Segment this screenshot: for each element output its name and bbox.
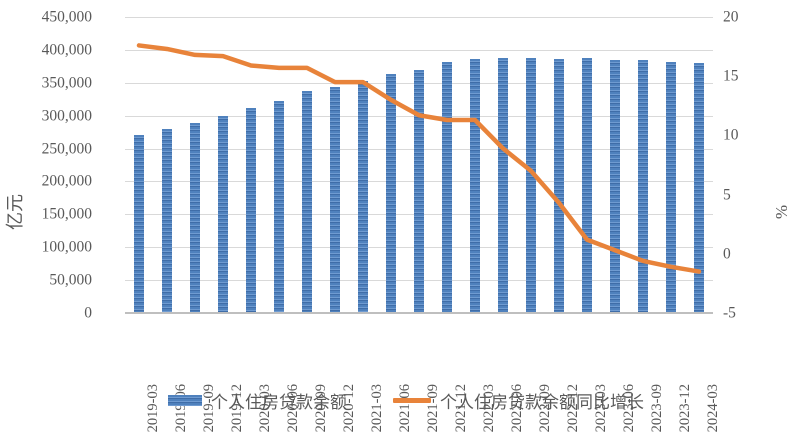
bar[interactable] (302, 91, 312, 313)
legend-item-label: 个人住房贷款余额同比增长 (440, 393, 644, 412)
legend-item-bar[interactable]: 个人住房贷款余额 (168, 388, 347, 413)
bar[interactable] (190, 122, 200, 313)
x-axis-ticks: 2019-03 2019-06 2019-09 2019-12 2020-03 2020-… (125, 318, 721, 432)
legend-item-line[interactable]: 个人住房贷款余额同比增长 (393, 388, 644, 413)
y-axis-tick-label: 150,000 (41, 205, 92, 223)
plot-area (125, 17, 713, 314)
bar[interactable] (638, 60, 648, 313)
bar[interactable] (554, 59, 564, 313)
chart-container: 亿元 % 0 50,000 100,000 150,000 200,000 250,000… (0, 8, 812, 432)
bar[interactable] (386, 73, 396, 313)
y2-axis-tick-label: 20 (723, 8, 739, 26)
y-axis-tick-label: 100,000 (41, 238, 92, 256)
y2-axis-tick-label: 5 (723, 185, 731, 203)
y2-axis-tick-label: 10 (723, 126, 739, 144)
bar[interactable] (274, 101, 284, 313)
y-axis-tick-label: 350,000 (41, 74, 92, 92)
bar[interactable] (610, 59, 620, 313)
y2-axis-tick-label: 0 (723, 245, 731, 263)
bar[interactable] (442, 62, 452, 313)
bar[interactable] (694, 63, 704, 313)
y2-axis-tick-label: -5 (723, 304, 736, 322)
bar[interactable] (414, 69, 424, 313)
y-axis-tick-label: 250,000 (41, 139, 92, 157)
bar[interactable] (358, 80, 368, 313)
bar-series-layer (125, 17, 713, 313)
line-path (139, 45, 699, 271)
gridline (125, 17, 713, 18)
bar[interactable] (582, 57, 592, 313)
x-axis-line (125, 312, 713, 314)
bar[interactable] (330, 86, 340, 313)
bar[interactable] (666, 62, 676, 313)
bar-series-swatch-icon (168, 395, 202, 406)
line-series-swatch-icon (393, 398, 431, 403)
line-series-layer (125, 17, 713, 313)
bar[interactable] (218, 115, 228, 313)
bar[interactable] (526, 57, 536, 313)
y-axis-tick-label: 450,000 (41, 8, 92, 26)
bar[interactable] (162, 129, 172, 313)
bar[interactable] (470, 59, 480, 313)
y-axis-tick-label: 0 (84, 304, 92, 322)
y-axis-title-right: % (772, 204, 791, 219)
y-axis-tick-label: 200,000 (41, 172, 92, 190)
gridline (125, 49, 713, 51)
legend-item-label: 个人住房贷款余额 (211, 393, 347, 412)
bar[interactable] (498, 57, 508, 313)
y-axis-tick-label: 400,000 (41, 41, 92, 59)
y2-axis-tick-label: 15 (723, 67, 739, 85)
bar[interactable] (134, 135, 144, 313)
bar[interactable] (246, 108, 256, 313)
chart-legend: 个人住房贷款余额 个人住房贷款余额同比增长 (0, 388, 812, 413)
y-axis-tick-label: 300,000 (41, 106, 92, 124)
y-axis-tick-label: 50,000 (49, 271, 92, 289)
